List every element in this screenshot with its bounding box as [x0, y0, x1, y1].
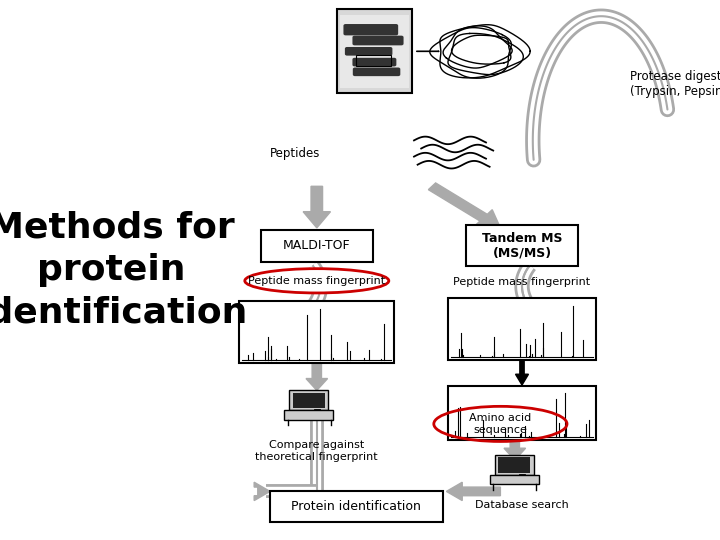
Text: Amino acid
sequence: Amino acid sequence	[469, 413, 531, 435]
FancyBboxPatch shape	[343, 24, 398, 35]
FancyArrow shape	[516, 361, 528, 385]
FancyBboxPatch shape	[490, 475, 539, 484]
FancyBboxPatch shape	[239, 301, 395, 363]
FancyBboxPatch shape	[498, 457, 530, 472]
FancyBboxPatch shape	[353, 36, 403, 45]
Text: Methods for
protein
identification: Methods for protein identification	[0, 211, 248, 329]
Text: Protein identification: Protein identification	[292, 500, 421, 513]
FancyBboxPatch shape	[270, 491, 443, 522]
FancyArrow shape	[303, 186, 330, 228]
FancyBboxPatch shape	[289, 390, 328, 410]
Text: Protease digestion
(Trypsin, Pepsin, etc.): Protease digestion (Trypsin, Pepsin, etc…	[630, 70, 720, 98]
FancyBboxPatch shape	[293, 393, 325, 408]
FancyBboxPatch shape	[495, 455, 534, 475]
Text: Tandem MS
(MS/MS): Tandem MS (MS/MS)	[482, 232, 562, 260]
FancyBboxPatch shape	[337, 9, 412, 93]
FancyBboxPatch shape	[341, 15, 409, 87]
FancyBboxPatch shape	[345, 47, 392, 56]
FancyBboxPatch shape	[448, 298, 596, 361]
FancyArrow shape	[446, 482, 500, 501]
Ellipse shape	[245, 269, 389, 293]
FancyBboxPatch shape	[353, 58, 396, 66]
FancyBboxPatch shape	[448, 386, 596, 440]
FancyArrow shape	[254, 482, 270, 501]
FancyBboxPatch shape	[353, 68, 400, 76]
FancyBboxPatch shape	[284, 410, 333, 420]
FancyArrow shape	[428, 183, 500, 228]
Text: Peptides: Peptides	[270, 147, 320, 160]
Text: Compare against
theoretical fingerprint: Compare against theoretical fingerprint	[256, 440, 378, 462]
FancyArrow shape	[306, 363, 328, 390]
Text: MALDI-TOF: MALDI-TOF	[283, 239, 351, 252]
FancyArrow shape	[504, 441, 526, 460]
FancyBboxPatch shape	[467, 226, 577, 266]
Text: Peptide mass fingerprint: Peptide mass fingerprint	[454, 278, 590, 287]
Text: Peptide mass fingerprint: Peptide mass fingerprint	[248, 276, 385, 286]
Text: Database search: Database search	[475, 500, 569, 510]
FancyBboxPatch shape	[261, 230, 373, 262]
